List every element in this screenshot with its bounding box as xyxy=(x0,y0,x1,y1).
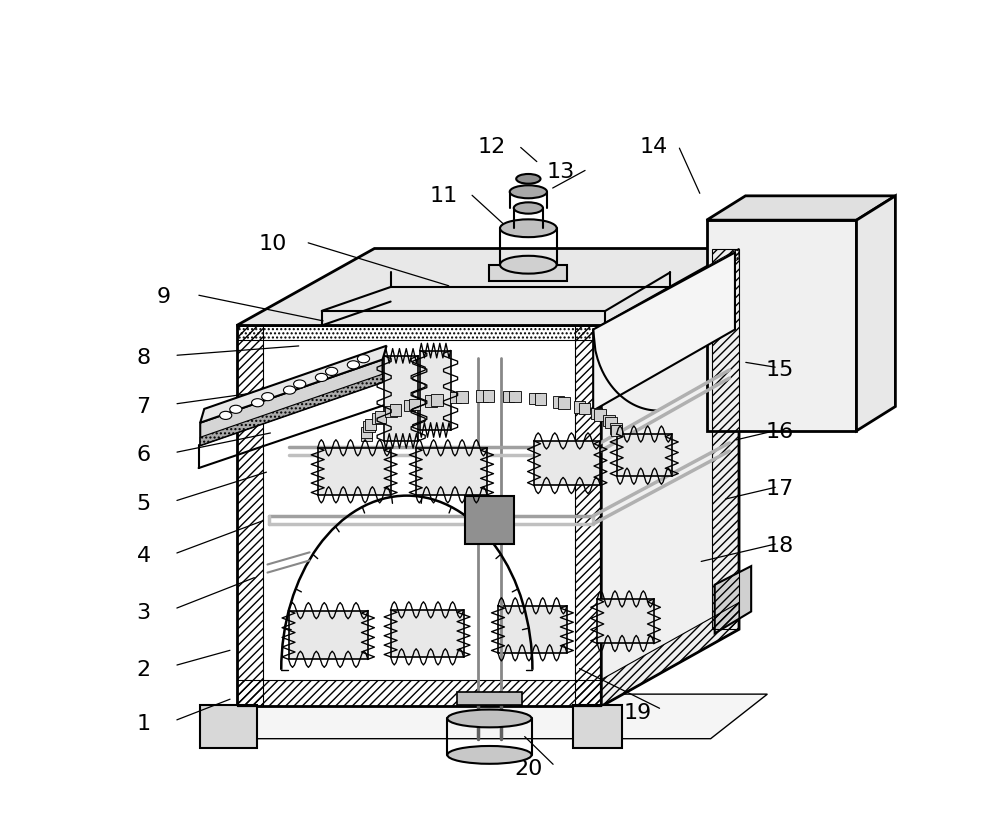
Polygon shape xyxy=(579,402,590,414)
Ellipse shape xyxy=(252,398,264,406)
Polygon shape xyxy=(465,496,514,544)
Polygon shape xyxy=(372,413,383,424)
Text: 4: 4 xyxy=(136,546,151,567)
Polygon shape xyxy=(534,441,600,485)
Polygon shape xyxy=(707,196,895,220)
Polygon shape xyxy=(611,425,622,437)
Ellipse shape xyxy=(326,367,338,376)
Polygon shape xyxy=(431,394,443,406)
Text: 1: 1 xyxy=(136,714,151,734)
Polygon shape xyxy=(363,421,375,433)
Polygon shape xyxy=(365,419,376,430)
Ellipse shape xyxy=(315,373,328,381)
Polygon shape xyxy=(416,448,487,495)
Polygon shape xyxy=(715,566,751,633)
Ellipse shape xyxy=(283,386,296,394)
Polygon shape xyxy=(391,610,464,657)
Ellipse shape xyxy=(447,746,532,763)
Text: 7: 7 xyxy=(136,397,151,416)
Ellipse shape xyxy=(294,380,306,388)
Polygon shape xyxy=(591,407,602,419)
Polygon shape xyxy=(361,429,372,441)
Polygon shape xyxy=(498,606,567,653)
Ellipse shape xyxy=(347,361,359,369)
Polygon shape xyxy=(457,692,522,705)
Polygon shape xyxy=(237,325,601,706)
Polygon shape xyxy=(597,599,654,644)
Ellipse shape xyxy=(447,710,532,728)
Polygon shape xyxy=(289,611,368,659)
Polygon shape xyxy=(200,374,383,446)
Ellipse shape xyxy=(500,256,557,274)
Text: 18: 18 xyxy=(765,536,794,556)
Text: 12: 12 xyxy=(478,137,506,157)
Polygon shape xyxy=(237,249,739,325)
Polygon shape xyxy=(361,427,372,438)
Polygon shape xyxy=(617,434,672,476)
Text: 15: 15 xyxy=(765,360,794,380)
Polygon shape xyxy=(553,396,564,407)
Text: 19: 19 xyxy=(624,702,652,723)
Polygon shape xyxy=(200,359,383,446)
Ellipse shape xyxy=(357,354,370,363)
Polygon shape xyxy=(593,253,735,411)
Polygon shape xyxy=(603,415,615,426)
Text: 2: 2 xyxy=(136,660,151,680)
Text: 20: 20 xyxy=(514,759,543,780)
Text: 6: 6 xyxy=(136,445,151,465)
Polygon shape xyxy=(594,410,606,421)
Polygon shape xyxy=(450,392,461,403)
Polygon shape xyxy=(404,400,415,411)
Polygon shape xyxy=(409,398,420,410)
Text: 14: 14 xyxy=(640,137,668,157)
Polygon shape xyxy=(200,705,257,749)
Polygon shape xyxy=(476,390,488,402)
Ellipse shape xyxy=(262,393,274,401)
Polygon shape xyxy=(529,393,540,404)
Ellipse shape xyxy=(514,202,543,214)
Ellipse shape xyxy=(510,185,547,198)
Ellipse shape xyxy=(516,174,541,184)
Polygon shape xyxy=(509,391,521,402)
Polygon shape xyxy=(707,220,856,431)
Text: 8: 8 xyxy=(136,348,151,368)
Polygon shape xyxy=(558,398,570,409)
Polygon shape xyxy=(200,346,387,423)
Polygon shape xyxy=(384,356,418,441)
Polygon shape xyxy=(318,448,391,495)
Text: 17: 17 xyxy=(765,479,794,499)
Polygon shape xyxy=(385,406,397,417)
Polygon shape xyxy=(200,694,767,739)
Ellipse shape xyxy=(220,411,232,420)
Text: 16: 16 xyxy=(765,423,794,442)
Polygon shape xyxy=(610,423,622,434)
Text: 10: 10 xyxy=(259,234,287,254)
Text: 11: 11 xyxy=(429,186,457,206)
Text: 13: 13 xyxy=(547,162,575,181)
Polygon shape xyxy=(574,402,585,413)
Polygon shape xyxy=(856,196,895,431)
Polygon shape xyxy=(503,390,514,402)
Text: 3: 3 xyxy=(136,603,151,623)
Polygon shape xyxy=(601,249,739,706)
Ellipse shape xyxy=(500,220,557,237)
Polygon shape xyxy=(605,417,617,428)
Text: 9: 9 xyxy=(157,287,171,307)
Polygon shape xyxy=(535,393,546,405)
Polygon shape xyxy=(420,350,451,430)
Polygon shape xyxy=(489,265,567,281)
Polygon shape xyxy=(573,705,622,749)
Text: 5: 5 xyxy=(136,493,151,514)
Polygon shape xyxy=(375,411,386,423)
Ellipse shape xyxy=(230,405,242,413)
Polygon shape xyxy=(390,404,401,415)
Polygon shape xyxy=(483,390,494,402)
Polygon shape xyxy=(425,395,437,406)
Polygon shape xyxy=(456,391,468,402)
